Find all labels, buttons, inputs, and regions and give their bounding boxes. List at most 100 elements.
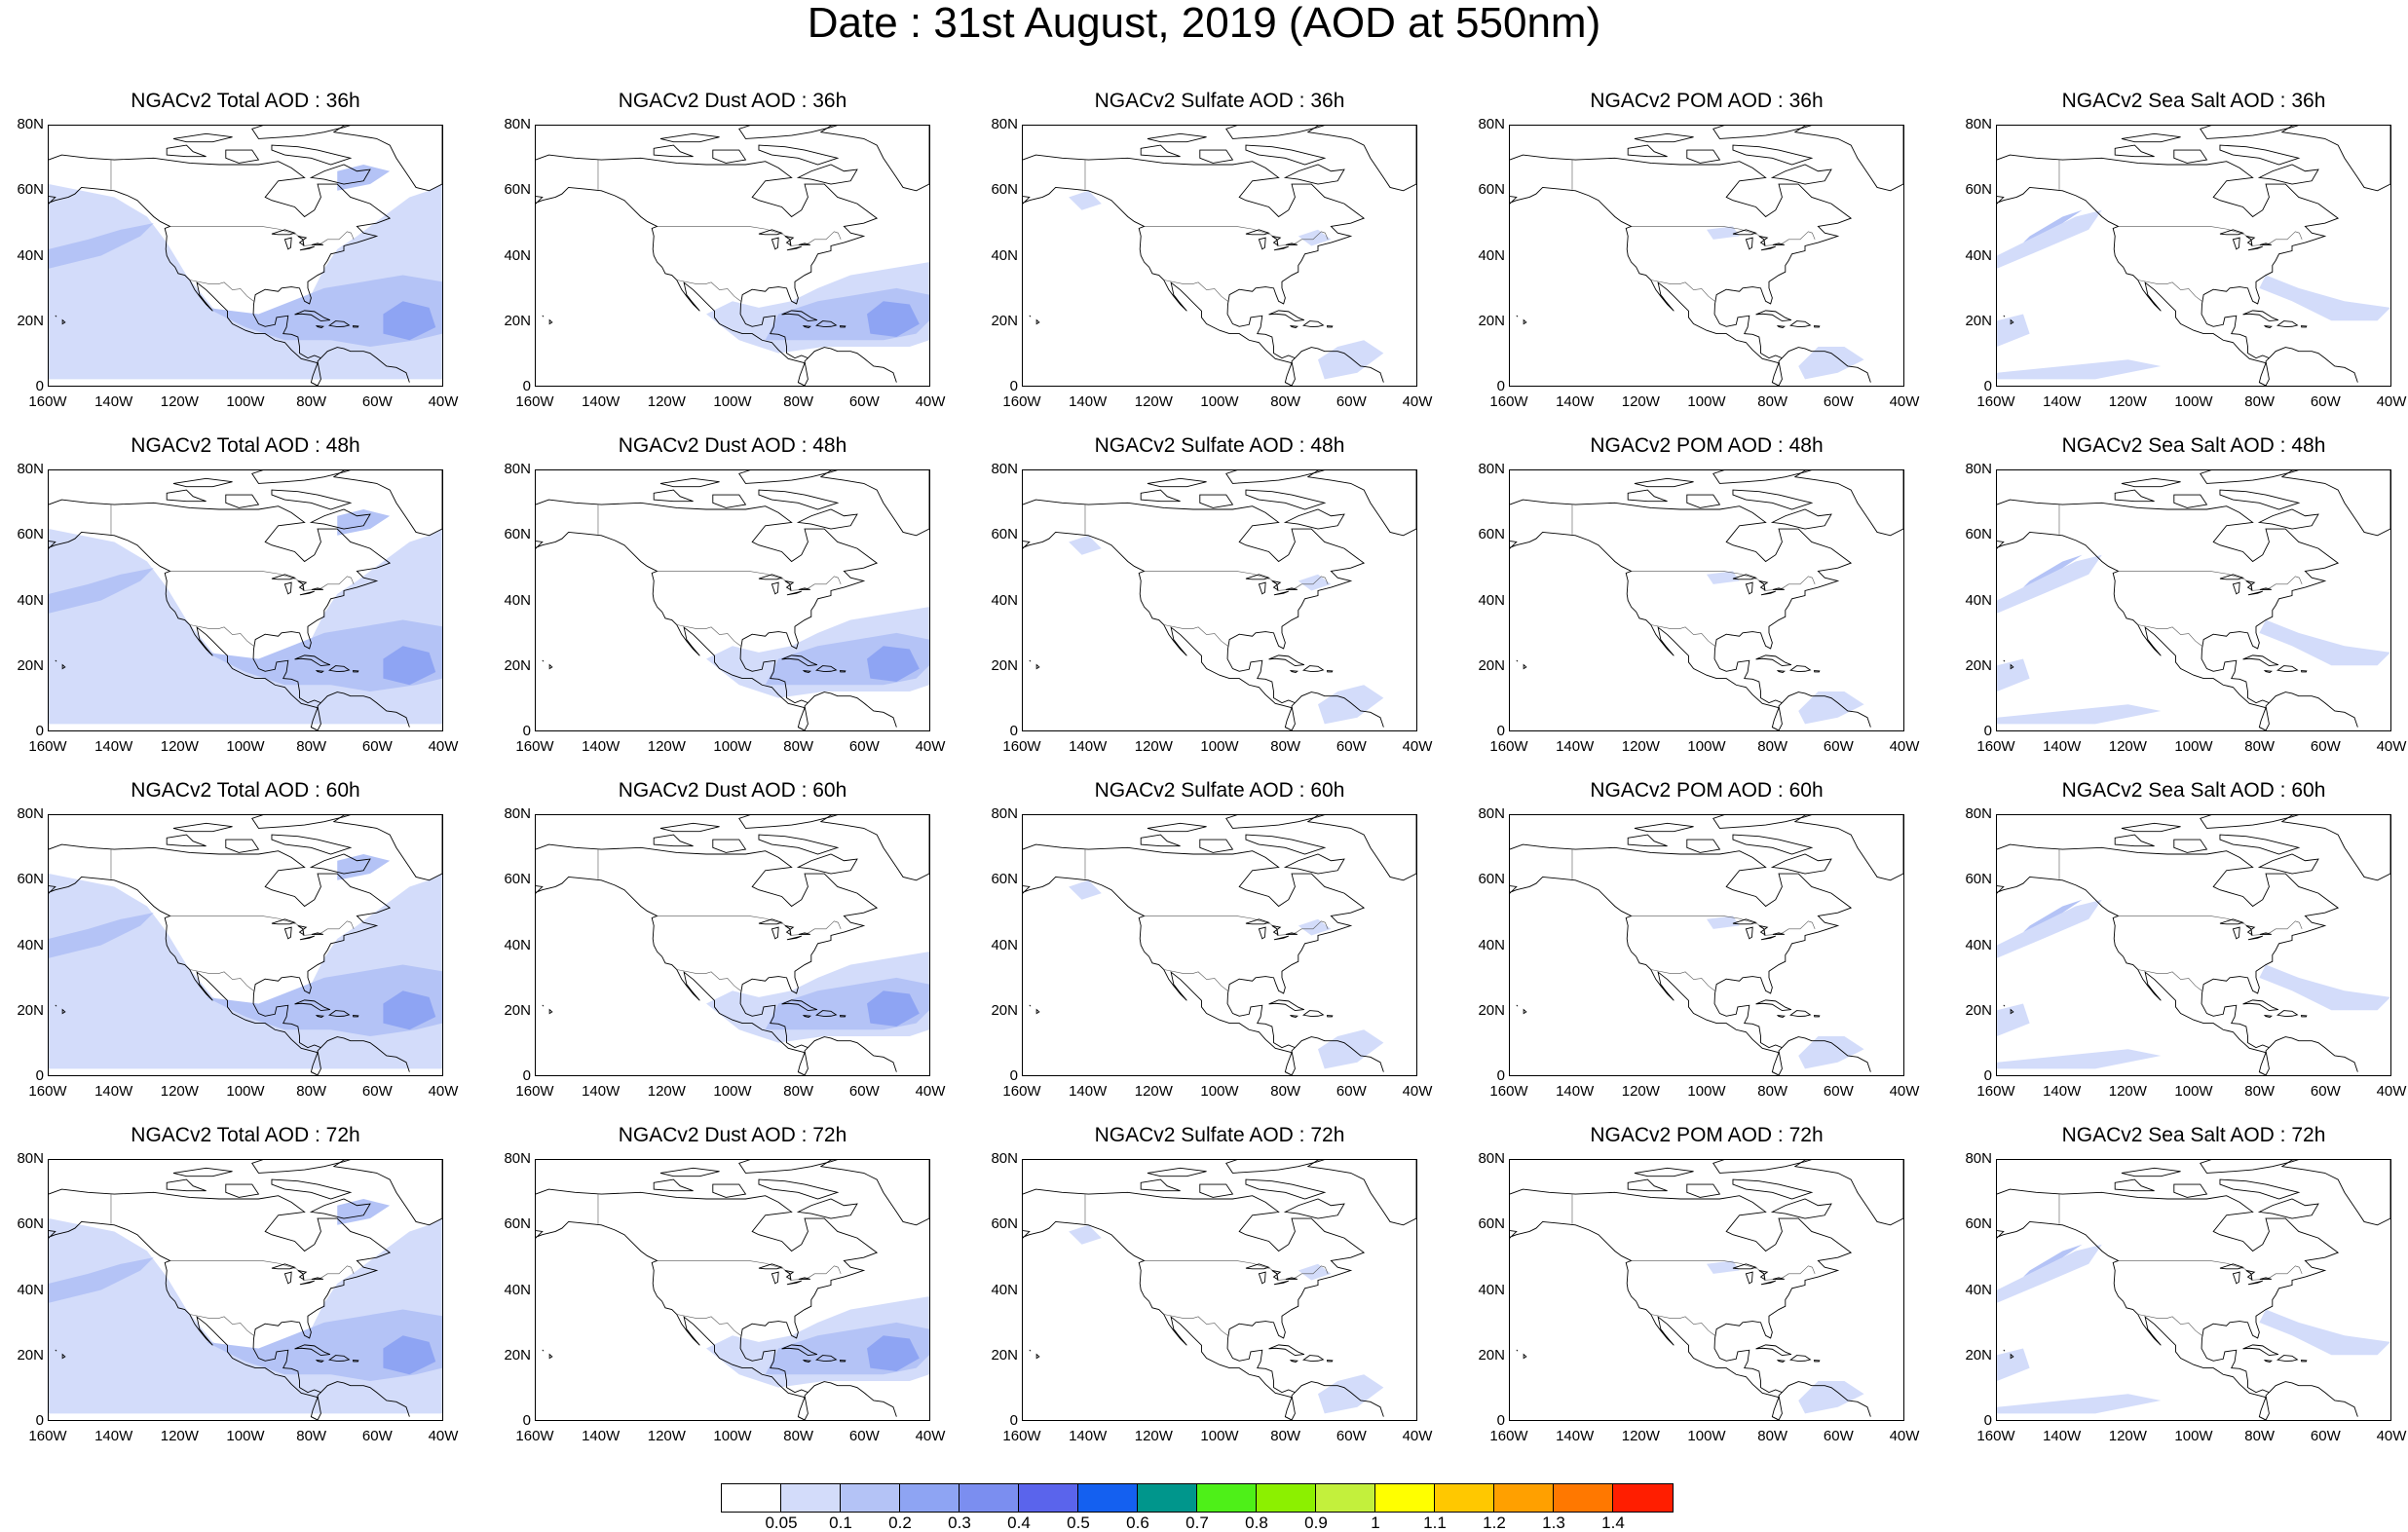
map-panel: NGACv2 Sulfate AOD : 48h 80N 60N 40N 20N 0 160… xyxy=(974,434,1432,769)
lat-tick-label: 60N xyxy=(1965,181,1992,199)
island-outline xyxy=(1268,999,1305,1012)
coastlines xyxy=(1023,126,1416,386)
island-outline xyxy=(352,1360,359,1363)
coastline xyxy=(311,1047,321,1075)
aod-plume xyxy=(383,646,436,686)
island-outline xyxy=(2114,489,2155,503)
lat-tick-label: 60N xyxy=(1478,1215,1505,1233)
island-outline xyxy=(653,834,694,847)
lon-tick-label: 140W xyxy=(1069,738,1108,755)
island-outline xyxy=(1732,144,1814,166)
island-outline xyxy=(311,243,323,245)
lat-tick-label: 60N xyxy=(504,871,531,888)
lat-tick-label: 80N xyxy=(17,805,44,822)
island-outline xyxy=(294,310,331,322)
map-frame xyxy=(48,1159,443,1421)
lat-tick-label: 20N xyxy=(991,1346,1018,1364)
lon-tick-label: 80W xyxy=(783,393,814,410)
legend-swatch xyxy=(841,1484,900,1512)
lon-tick-label: 80W xyxy=(2244,1083,2276,1100)
legend-label: 1.1 xyxy=(1423,1513,1447,1532)
island-outline xyxy=(781,999,818,1012)
island-outline xyxy=(2121,1167,2181,1177)
island-outline xyxy=(2263,1014,2273,1019)
island-outline xyxy=(1627,834,1668,847)
lon-tick-label: 60W xyxy=(848,738,880,755)
coastlines xyxy=(1510,815,1903,1075)
island-outline xyxy=(283,1271,292,1285)
island-outline xyxy=(2219,1178,2301,1200)
island-outline xyxy=(758,918,784,925)
lat-tick-label: 20N xyxy=(1478,1001,1505,1019)
island-outline xyxy=(542,315,545,318)
legend-label: 0.4 xyxy=(1007,1513,1031,1532)
island-outline xyxy=(659,477,720,488)
legend-label: 0.05 xyxy=(765,1513,798,1532)
island-outline xyxy=(819,126,929,192)
aod-map xyxy=(1997,470,2390,730)
aod-plume xyxy=(1997,1003,2030,1036)
coastline xyxy=(1163,280,1228,302)
lon-tick-label: 140W xyxy=(582,393,621,410)
aod-plume xyxy=(1707,915,1740,929)
aod-plume xyxy=(2022,554,2083,588)
island-outline xyxy=(1686,839,1721,853)
lat-tick-label: 40N xyxy=(17,591,44,609)
island-outline xyxy=(166,834,207,847)
aod-plume xyxy=(1997,1394,2162,1414)
island-outline xyxy=(1147,822,1207,833)
lat-tick-label: 20N xyxy=(504,312,531,329)
island-outline xyxy=(784,236,795,246)
island-outline xyxy=(352,1015,359,1018)
island-outline xyxy=(712,839,747,853)
lon-tick-label: 120W xyxy=(647,1428,686,1444)
coastline xyxy=(1023,154,1384,383)
panel-title: NGACv2 Sulfate AOD : 60h xyxy=(1094,779,1345,802)
lat-tick-label: 20N xyxy=(1965,1001,1992,1019)
lon-tick-label: 80W xyxy=(1270,738,1301,755)
island-outline xyxy=(299,935,315,941)
coastline xyxy=(1997,154,2358,383)
island-outline xyxy=(653,489,694,503)
island-outline xyxy=(1271,925,1282,936)
island-outline xyxy=(1029,1004,1032,1007)
lat-tick-label: 80N xyxy=(17,116,44,132)
island-outline xyxy=(1147,132,1207,143)
aod-plume xyxy=(867,990,920,1027)
island-outline xyxy=(798,932,810,935)
island-outline xyxy=(1686,494,1721,508)
lon-tick-label: 140W xyxy=(1069,1083,1108,1100)
coastline xyxy=(1023,531,1293,730)
map-frame xyxy=(1022,125,1417,387)
coastline xyxy=(189,624,254,647)
island-outline xyxy=(2003,1004,2006,1007)
lon-tick-label: 100W xyxy=(1687,1428,1726,1444)
map-panel: NGACv2 Total AOD : 60h 80N 60N 40N 20N 0 160W 1… xyxy=(0,779,458,1114)
lat-tick-label: 60N xyxy=(1478,181,1505,199)
lat-tick-label: 0 xyxy=(1496,378,1505,394)
map-frame xyxy=(535,469,930,731)
island-outline xyxy=(332,815,442,881)
aod-plume xyxy=(1318,1029,1384,1069)
lat-tick-label: 60N xyxy=(1965,1215,1992,1233)
lon-tick-label: 40W xyxy=(1889,393,1920,410)
island-outline xyxy=(1793,470,1903,537)
coastline xyxy=(2118,226,2303,246)
island-outline xyxy=(1271,236,1282,246)
legend-label: 0.3 xyxy=(948,1513,971,1532)
panel-title: NGACv2 POM AOD : 36h xyxy=(1590,90,1824,112)
island-outline xyxy=(1245,918,1271,925)
lon-tick-label: 140W xyxy=(1556,738,1595,755)
aod-map xyxy=(536,126,929,386)
lon-tick-label: 60W xyxy=(2310,393,2341,410)
island-outline xyxy=(1245,229,1271,236)
legend-swatch xyxy=(1494,1484,1554,1512)
aod-plume xyxy=(1069,1224,1102,1245)
aod-plume xyxy=(1069,879,1102,900)
island-outline xyxy=(1268,1344,1305,1357)
aod-plume xyxy=(383,1335,436,1375)
lon-tick-label: 80W xyxy=(783,738,814,755)
island-outline xyxy=(1147,477,1207,488)
aod-map xyxy=(1510,1160,1903,1420)
coastline xyxy=(2118,571,2303,591)
